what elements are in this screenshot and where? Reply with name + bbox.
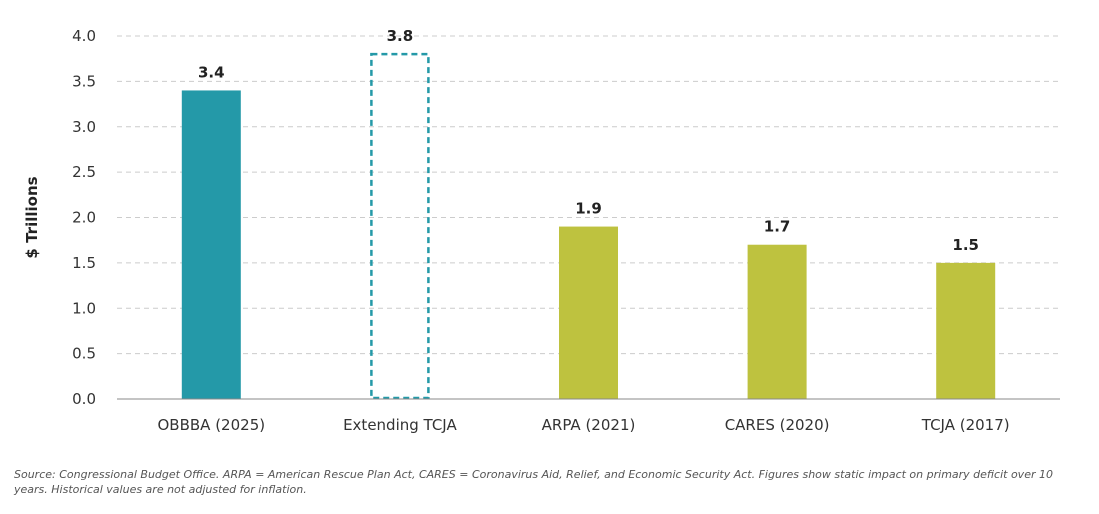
value-label: 1.9 <box>575 200 602 218</box>
category-label: ARPA (2021) <box>542 416 636 434</box>
y-tick-label: 3.0 <box>72 118 96 136</box>
category-label: CARES (2020) <box>725 416 830 434</box>
source-note: Source: Congressional Budget Office. ARP… <box>14 468 1053 496</box>
category-label: OBBBA (2025) <box>158 416 266 434</box>
bar <box>936 262 996 399</box>
y-tick-label: 2.0 <box>72 209 96 227</box>
y-axis-ticks: 0.0 0.5 1.0 1.5 2.0 2.5 3.0 3.5 4.0 <box>72 27 96 408</box>
deficit-impact-bar-chart: 0.0 0.5 1.0 1.5 2.0 2.5 3.0 3.5 4.0 3.4 3.8 1.9 1.7… <box>23 27 1060 434</box>
bar <box>559 226 618 399</box>
y-tick-label: 0.0 <box>72 390 96 408</box>
y-tick-label: 3.5 <box>72 72 96 90</box>
category-label: TCJA (2017) <box>921 416 1010 434</box>
y-tick-label: 1.0 <box>72 299 96 317</box>
bar <box>370 52 430 400</box>
y-tick-label: 4.0 <box>72 27 96 45</box>
value-label: 1.7 <box>764 218 791 236</box>
value-label: 1.5 <box>952 236 979 254</box>
bar <box>747 244 807 399</box>
bars <box>181 52 996 400</box>
y-tick-label: 2.5 <box>72 163 96 181</box>
value-labels: 3.4 3.8 1.9 1.7 1.5 <box>198 27 979 254</box>
value-label: 3.4 <box>198 63 225 81</box>
x-axis-categories: OBBBA (2025) Extending TCJA ARPA (2021) CAR… <box>158 416 1010 434</box>
y-tick-label: 0.5 <box>72 345 96 363</box>
y-tick-label: 1.5 <box>72 254 96 272</box>
value-label: 3.8 <box>387 27 414 45</box>
bar <box>181 90 241 399</box>
y-axis-label: $ Trillions <box>23 176 41 258</box>
category-label: Extending TCJA <box>343 416 457 434</box>
